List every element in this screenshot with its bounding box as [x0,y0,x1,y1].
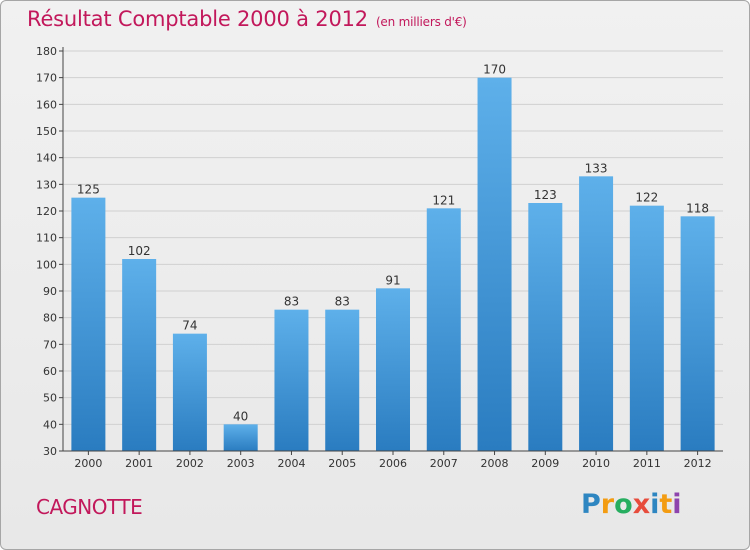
logo-letter: i [672,489,682,520]
logo-letter: i [650,489,660,520]
bar-2006 [376,288,410,451]
x-tick-label-2004: 2004 [277,457,305,470]
y-tick-label: 160 [36,98,57,111]
data-label-2012: 118 [686,201,709,215]
data-label-2006: 91 [385,273,400,287]
bar-2009 [528,203,563,451]
data-label-2004: 83 [284,295,299,309]
bar-2008 [477,77,512,452]
x-tick-label-2009: 2009 [531,457,559,470]
x-tick-label-2000: 2000 [74,457,102,470]
bar-2004 [274,309,309,451]
title-text: Résultat Comptable 2000 à 2012 [27,7,368,31]
proxiti-logo[interactable]: Proxiti [581,489,682,520]
bar-2001 [122,259,157,451]
bar-2007 [426,208,461,451]
x-tick-label-2008: 2008 [481,457,509,470]
y-tick-label: 30 [43,445,57,458]
y-tick-label: 170 [36,72,57,85]
logo-letter: o [614,489,633,520]
logo-letter: r [600,489,615,520]
bar-2000 [71,197,106,451]
commune-name: CAGNOTTE [36,495,143,519]
x-tick-label-2005: 2005 [328,457,356,470]
x-tick-label-2010: 2010 [582,457,610,470]
x-tick-label-2002: 2002 [176,457,204,470]
y-tick-label: 80 [43,312,57,325]
bar-2012 [680,216,715,451]
y-tick-label: 140 [36,152,57,165]
y-tick-label: 90 [43,285,57,298]
data-label-2008: 170 [483,63,506,77]
x-tick-label-2012: 2012 [684,457,712,470]
title-unit: (en milliers d'€) [375,15,467,29]
data-label-2007: 121 [432,193,455,207]
x-tick-label-2003: 2003 [227,457,255,470]
logo-letter: t [659,489,673,520]
data-label-2011: 122 [635,191,658,205]
y-tick-label: 180 [36,45,57,58]
labels: 30 40 50 60 70 80 90 100 110 120 130 140 150 160 170 18… [36,45,712,470]
chart-title: Résultat Comptable 2000 à 2012 (en millie… [27,7,467,31]
y-tick-label: 150 [36,125,57,138]
data-label-2001: 102 [128,244,151,258]
bar-2002 [172,333,207,451]
y-tick-label: 60 [43,365,57,378]
bar-2003 [223,424,258,451]
y-tick-label: 70 [43,338,57,351]
bar-2010 [579,176,614,452]
bars [71,77,715,452]
data-label-2002: 74 [182,319,197,333]
data-label-2003: 40 [233,409,248,423]
y-tick-label: 110 [36,232,57,245]
x-tick-label-2007: 2007 [430,457,458,470]
y-tick-label: 50 [43,392,57,405]
axes [59,47,723,455]
y-tick-label: 130 [36,178,57,191]
data-label-2000: 125 [77,183,100,197]
data-label-2009: 123 [534,188,557,202]
bar-2005 [325,309,360,451]
data-label-2005: 83 [335,295,350,309]
y-tick-label: 100 [36,258,57,271]
logo-letter: P [581,489,601,520]
data-label-2010: 133 [585,161,608,175]
x-tick-label-2001: 2001 [125,457,153,470]
x-tick-label-2006: 2006 [379,457,407,470]
bar-2011 [629,205,664,451]
y-tick-label: 40 [43,418,57,431]
x-tick-label-2011: 2011 [633,457,661,470]
y-tick-label: 120 [36,205,57,218]
logo-letter: x [632,489,651,520]
